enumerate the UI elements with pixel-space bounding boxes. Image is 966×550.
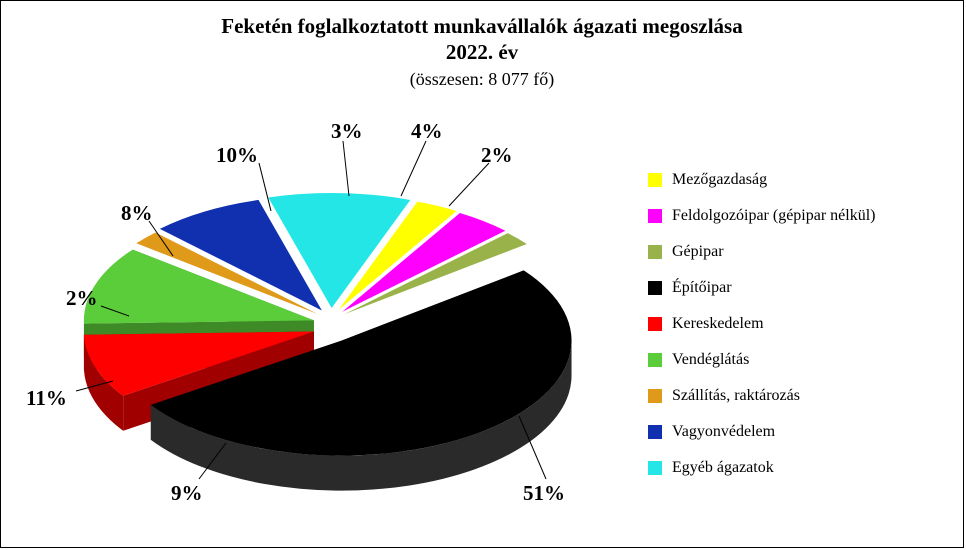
pie-percent-label: 51%: [523, 481, 565, 506]
legend-item: Mezőgazdaság: [648, 171, 908, 189]
legend-label: Szállítás, raktározás: [672, 387, 800, 405]
legend-item: Kereskedelem: [648, 315, 908, 333]
titles: Feketén foglalkoztatott munkavállalók ág…: [1, 13, 963, 91]
leader-line: [343, 141, 349, 196]
legend-item: Gépipar: [648, 243, 908, 261]
leader-line: [449, 163, 489, 206]
legend-item: Vendéglátás: [648, 351, 908, 369]
leader-line: [401, 141, 426, 196]
legend: Mezőgazdaság Feldolgozóipar (gépipar nélk…: [648, 171, 908, 495]
legend-item: Szállítás, raktározás: [648, 387, 908, 405]
legend-label: Egyéb ágazatok: [672, 459, 774, 477]
legend-label: Vagyonvédelem: [672, 423, 775, 441]
legend-label: Gépipar: [672, 243, 724, 261]
title-line-2: 2022. év: [1, 39, 963, 65]
legend-label: Vendéglátás: [672, 351, 749, 369]
legend-item: Vagyonvédelem: [648, 423, 908, 441]
pie-chart: 3% 4% 2% 51% 9% 11% 2% 8% 10%: [21, 101, 621, 521]
legend-swatch: [648, 245, 662, 259]
legend-swatch: [648, 461, 662, 475]
leader-line: [259, 163, 271, 211]
legend-item: Feldolgozóipar (gépipar nélkül): [648, 207, 908, 225]
subtitle: (összesen: 8 077 fő): [1, 68, 963, 91]
legend-swatch: [648, 317, 662, 331]
legend-item: Építőipar: [648, 279, 908, 297]
legend-swatch: [648, 209, 662, 223]
legend-swatch: [648, 281, 662, 295]
pie-percent-label: 8%: [121, 201, 153, 226]
pie-percent-label: 11%: [26, 386, 67, 411]
legend-swatch: [648, 173, 662, 187]
legend-swatch: [648, 425, 662, 439]
legend-label: Kereskedelem: [672, 315, 764, 333]
pie-percent-label: 2%: [66, 286, 98, 311]
chart-frame: Feketén foglalkoztatott munkavállalók ág…: [0, 0, 964, 548]
legend-label: Mezőgazdaság: [672, 171, 767, 189]
pie-percent-label: 10%: [216, 143, 258, 168]
title-line-1: Feketén foglalkoztatott munkavállalók ág…: [1, 13, 963, 39]
legend-swatch: [648, 353, 662, 367]
pie-percent-label: 9%: [171, 481, 203, 506]
legend-swatch: [648, 389, 662, 403]
legend-item: Egyéb ágazatok: [648, 459, 908, 477]
legend-label: Feldolgozóipar (gépipar nélkül): [672, 207, 876, 225]
pie-percent-label: 2%: [481, 143, 513, 168]
pie-percent-label: 4%: [411, 119, 443, 144]
pie-percent-label: 3%: [331, 119, 363, 144]
legend-label: Építőipar: [672, 279, 732, 297]
